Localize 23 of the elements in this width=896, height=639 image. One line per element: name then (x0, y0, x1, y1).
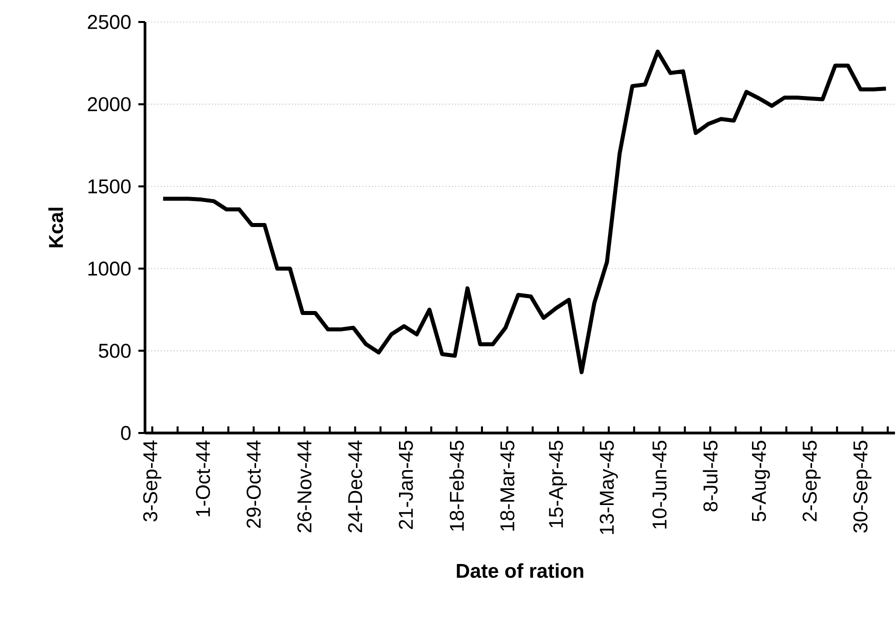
y-tick-label: 2500 (88, 14, 131, 30)
x-tick-label: 15-Apr-45 (549, 440, 567, 528)
x-tick-label: 1-Oct-44 (196, 440, 210, 516)
x-tick-label: 8-Jul-45 (702, 440, 718, 512)
x-tick-label: 13-May-45 (600, 440, 618, 534)
x-tick-label: 30-Sep-45 (853, 440, 872, 533)
x-axis-title: Date of ration (456, 563, 584, 578)
x-tick-label: 21-Jan-45 (398, 440, 413, 529)
x-tick-label: 24-Dec-44 (348, 440, 362, 532)
y-tick-label: 1500 (88, 179, 131, 194)
x-tick-label: 2-Sep-45 (802, 440, 821, 522)
y-tick-label: 500 (98, 344, 131, 358)
x-tick-label: 18-Feb-45 (449, 440, 464, 531)
x-tick-label: 26-Nov-44 (297, 440, 312, 532)
x-tick-label: 10-Jun-45 (652, 440, 667, 528)
y-tick-label: 1000 (88, 262, 131, 276)
y-tick-label: 0 (121, 426, 131, 440)
x-tick-label: 29-Oct-44 (246, 440, 261, 528)
y-tick-label: 2000 (88, 97, 131, 112)
x-tick-label: 3-Sep-44 (143, 440, 162, 522)
x-tick-label: 18-Mar-45 (500, 440, 514, 531)
x-tick-label: 5-Aug-45 (752, 440, 770, 522)
y-axis-title: Kcal (48, 208, 64, 248)
